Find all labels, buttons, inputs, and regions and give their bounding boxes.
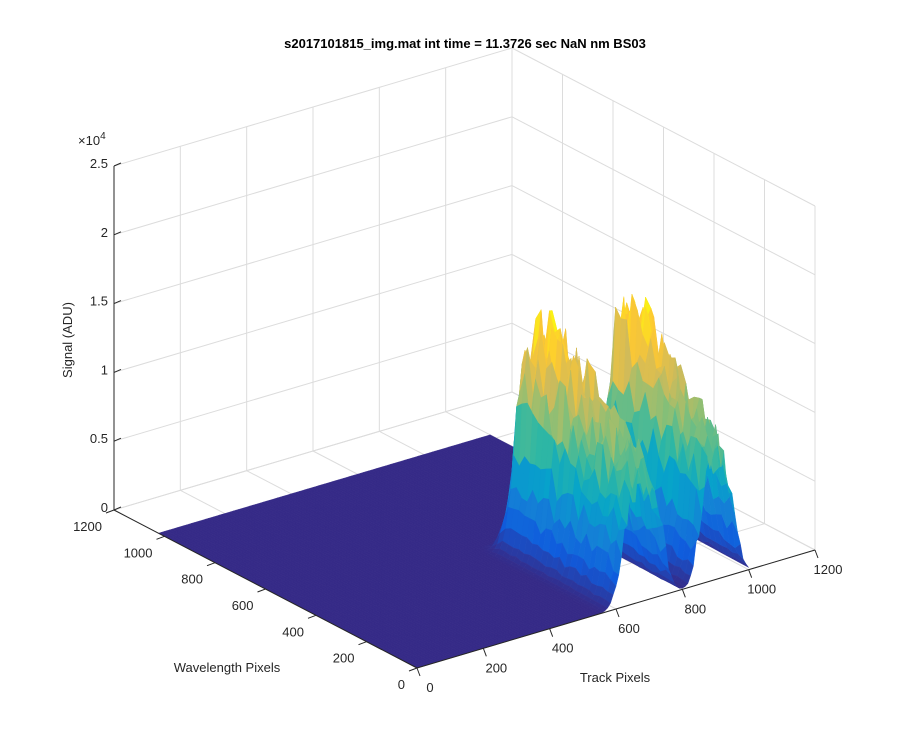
grid-line-wall-yz	[511, 185, 816, 345]
grid-line-wall-xz	[113, 185, 513, 305]
grid-line-wall-xz	[113, 391, 513, 511]
grid-line-wall-yz	[511, 253, 816, 413]
grid-line-wall-xz	[113, 47, 513, 167]
surface	[157, 294, 749, 669]
grid-line-wall-xz	[113, 116, 513, 236]
grid-line-wall-xz	[113, 322, 513, 442]
grid-line-wall-yz	[511, 116, 816, 276]
grid-line-wall-yz	[511, 47, 816, 207]
grid-line-wall-xz	[113, 253, 513, 373]
